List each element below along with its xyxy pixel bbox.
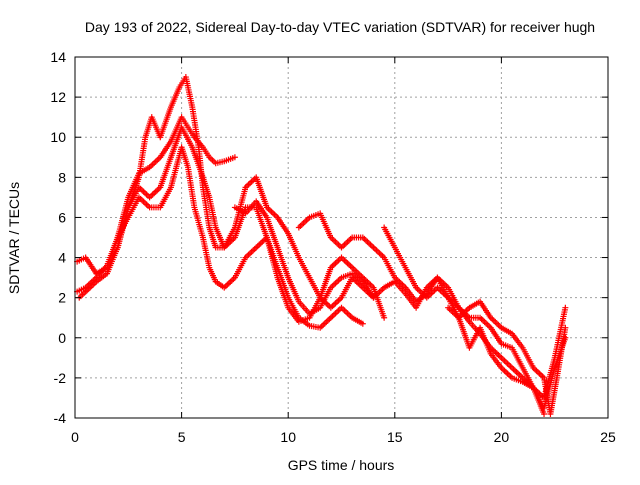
y-tick-label: -4 [54,410,67,426]
ticks-layer [74,56,609,419]
series-track-5 [231,198,462,321]
data-point [562,304,569,311]
x-tick-label: 15 [387,429,403,445]
data-point [231,154,238,161]
data-point [359,320,366,327]
plot-frame [74,56,609,419]
x-tick-label: 20 [494,429,510,445]
x-tick-label: 5 [178,429,186,445]
y-tick-label: 8 [58,169,66,185]
y-tick-label: 14 [50,49,66,65]
y-tick-label: -2 [54,370,67,386]
tick-labels-layer: 0 5 10 15 20 25 -4 -2 0 2 4 6 8 10 12 14 [50,49,616,445]
y-axis-title: SDTVAR / TECUs [6,182,22,294]
y-tick-label: 10 [50,129,66,145]
y-tick-label: 4 [58,250,66,266]
chart-title: Day 193 of 2022, Sidereal Day-to-day VTE… [85,19,595,35]
data-point [541,410,548,417]
x-tick-label: 25 [600,429,616,445]
x-axis-title: GPS time / hours [288,457,395,473]
x-tick-label: 0 [71,429,79,445]
y-tick-label: 12 [50,89,66,105]
series-track-9 [445,304,548,417]
data-point [562,324,569,331]
x-tick-label: 10 [280,429,296,445]
data-marks-layer [74,74,569,417]
y-tick-label: 2 [58,290,66,306]
series-track-8 [455,298,569,417]
y-tick-label: 0 [58,330,66,346]
y-tick-label: 6 [58,209,66,225]
data-point [381,314,388,321]
series-track-4 [114,144,366,331]
